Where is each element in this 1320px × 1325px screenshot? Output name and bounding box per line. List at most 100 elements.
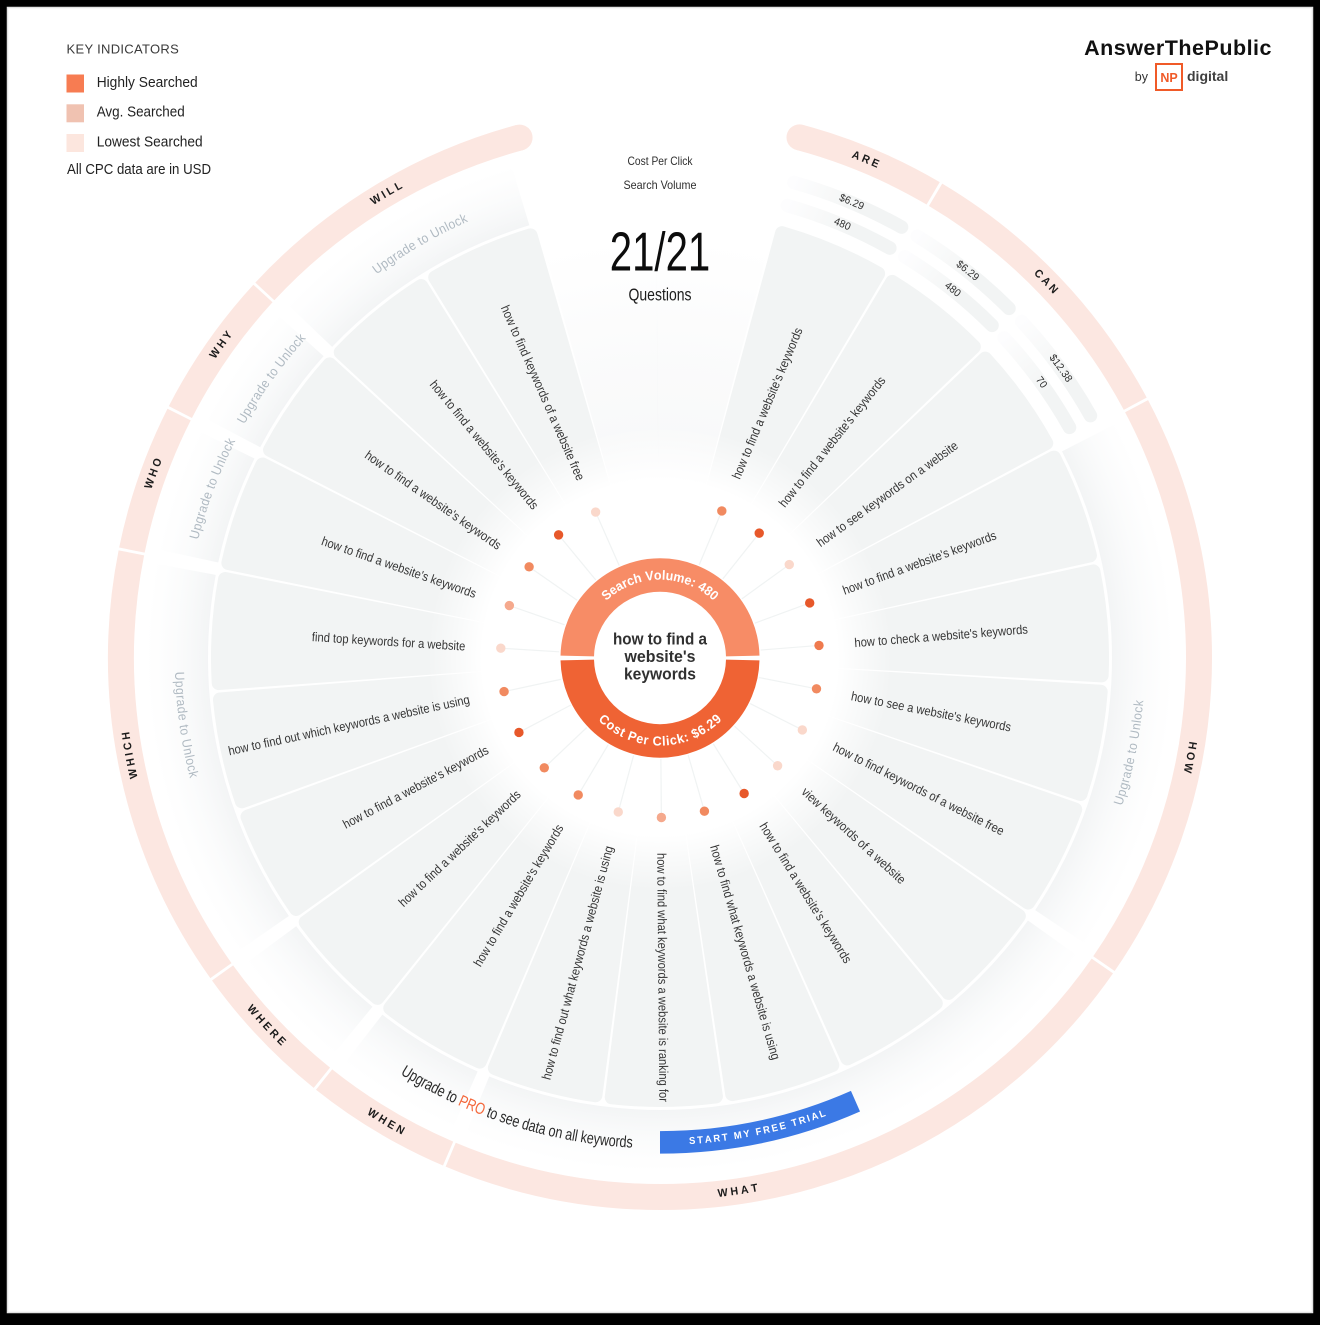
svg-text:H: H xyxy=(147,467,161,479)
svg-text:k: k xyxy=(1131,699,1146,707)
svg-text:a: a xyxy=(174,699,189,708)
svg-text:4: 4 xyxy=(942,280,954,292)
svg-text:o: o xyxy=(1130,712,1145,720)
svg-text:E: E xyxy=(778,1120,787,1133)
svg-text:n: n xyxy=(180,747,196,756)
svg-text:Lowest Searched: Lowest Searched xyxy=(97,133,203,150)
svg-text:l: l xyxy=(571,1127,577,1145)
svg-text:d: d xyxy=(1120,763,1136,773)
svg-text:I: I xyxy=(806,1113,812,1125)
svg-text:n: n xyxy=(554,1124,565,1143)
svg-text:t: t xyxy=(415,234,426,249)
svg-text:Highly Searched: Highly Searched xyxy=(97,74,198,91)
svg-text:n: n xyxy=(1128,722,1143,731)
svg-text:r: r xyxy=(246,394,261,406)
svg-text:C: C xyxy=(652,733,662,749)
svg-text:s: s xyxy=(497,1108,509,1127)
svg-text:g: g xyxy=(1116,781,1132,791)
svg-text:6: 6 xyxy=(843,195,853,208)
svg-text:21/21: 21/21 xyxy=(610,221,710,283)
svg-text:0: 0 xyxy=(843,221,853,234)
svg-text:r: r xyxy=(619,575,630,591)
svg-text:Y: Y xyxy=(743,1128,752,1140)
svg-text:d: d xyxy=(197,497,213,508)
svg-text:website's: website's xyxy=(624,647,696,666)
svg-text:0: 0 xyxy=(1036,379,1049,390)
svg-text:NP: NP xyxy=(1160,71,1177,85)
svg-text:d: d xyxy=(520,1116,532,1135)
svg-text::: : xyxy=(689,574,699,590)
svg-text:l: l xyxy=(1129,719,1144,724)
svg-text:Search Volume: Search Volume xyxy=(624,178,697,192)
svg-text:a: a xyxy=(1119,769,1135,780)
svg-text:l: l xyxy=(182,754,197,760)
svg-text:6: 6 xyxy=(958,262,970,274)
svg-text:l: l xyxy=(662,567,666,583)
svg-text::: : xyxy=(682,729,691,745)
svg-text:A: A xyxy=(850,149,862,163)
svg-text:p: p xyxy=(189,522,205,532)
svg-text:t: t xyxy=(176,724,191,730)
svg-text:S: S xyxy=(689,1135,697,1147)
svg-text:t: t xyxy=(263,370,277,382)
svg-text:T: T xyxy=(750,1182,759,1195)
svg-text:y: y xyxy=(592,1131,601,1150)
svg-text:U: U xyxy=(1111,794,1128,807)
svg-text:r: r xyxy=(1118,776,1133,784)
svg-text:o: o xyxy=(547,1122,558,1141)
svg-text:how to find a: how to find a xyxy=(613,630,707,649)
svg-text:3: 3 xyxy=(1058,369,1071,380)
svg-text:8: 8 xyxy=(837,218,847,231)
svg-text:L: L xyxy=(818,1108,827,1121)
svg-text:2: 2 xyxy=(1053,362,1066,373)
svg-text:A: A xyxy=(740,1184,750,1197)
svg-text:r: r xyxy=(615,1133,621,1151)
svg-text:l: l xyxy=(215,454,229,463)
svg-text:a: a xyxy=(537,1120,549,1139)
svg-text:p: p xyxy=(172,680,187,688)
svg-text:AnswerThePublic: AnswerThePublic xyxy=(1084,36,1272,60)
svg-text:g: g xyxy=(191,515,207,526)
svg-text:r: r xyxy=(642,732,649,748)
svg-text:R: R xyxy=(762,1124,771,1137)
svg-text:how to find what keywords a we: how to find what keywords a website is r… xyxy=(654,853,671,1103)
svg-text:I: I xyxy=(123,752,136,757)
svg-text:A: A xyxy=(810,1111,820,1124)
svg-text:R: R xyxy=(713,1133,721,1145)
svg-text:C: C xyxy=(122,741,135,751)
svg-text:e: e xyxy=(175,713,190,722)
svg-text:e: e xyxy=(199,490,215,501)
svg-text:c: c xyxy=(669,732,678,748)
svg-text:T: T xyxy=(721,1132,728,1144)
svg-text:u: u xyxy=(665,567,674,583)
svg-text:r: r xyxy=(173,695,188,701)
svg-text:$: $ xyxy=(1047,353,1060,364)
svg-text:I: I xyxy=(380,189,389,201)
svg-text:8: 8 xyxy=(947,284,959,296)
svg-text:s: s xyxy=(626,1134,633,1152)
svg-text:1: 1 xyxy=(1050,357,1063,368)
svg-text:Questions: Questions xyxy=(629,285,692,305)
svg-text:o: o xyxy=(1125,742,1141,751)
svg-text:a: a xyxy=(564,1126,575,1145)
svg-text:t: t xyxy=(203,482,218,491)
svg-text:r: r xyxy=(193,510,208,519)
svg-text:o: o xyxy=(182,757,198,767)
svg-text:c: c xyxy=(220,442,236,454)
svg-text:h: h xyxy=(632,570,644,587)
svg-text:E: E xyxy=(869,157,880,171)
svg-text:t: t xyxy=(533,1119,541,1137)
svg-text:O: O xyxy=(1183,751,1197,762)
svg-text:o: o xyxy=(654,567,662,583)
svg-text:k: k xyxy=(675,730,686,747)
svg-text:W: W xyxy=(126,767,140,780)
svg-text:0: 0 xyxy=(951,287,963,299)
svg-text:9: 9 xyxy=(969,271,981,283)
svg-text:W: W xyxy=(142,476,157,490)
svg-text:$: $ xyxy=(954,259,965,272)
svg-text:KEY INDICATORS: KEY INDICATORS xyxy=(67,42,180,57)
svg-text:F: F xyxy=(755,1126,763,1138)
svg-text:U: U xyxy=(179,738,195,749)
svg-text:V: V xyxy=(644,567,655,583)
svg-text:o: o xyxy=(177,727,192,736)
